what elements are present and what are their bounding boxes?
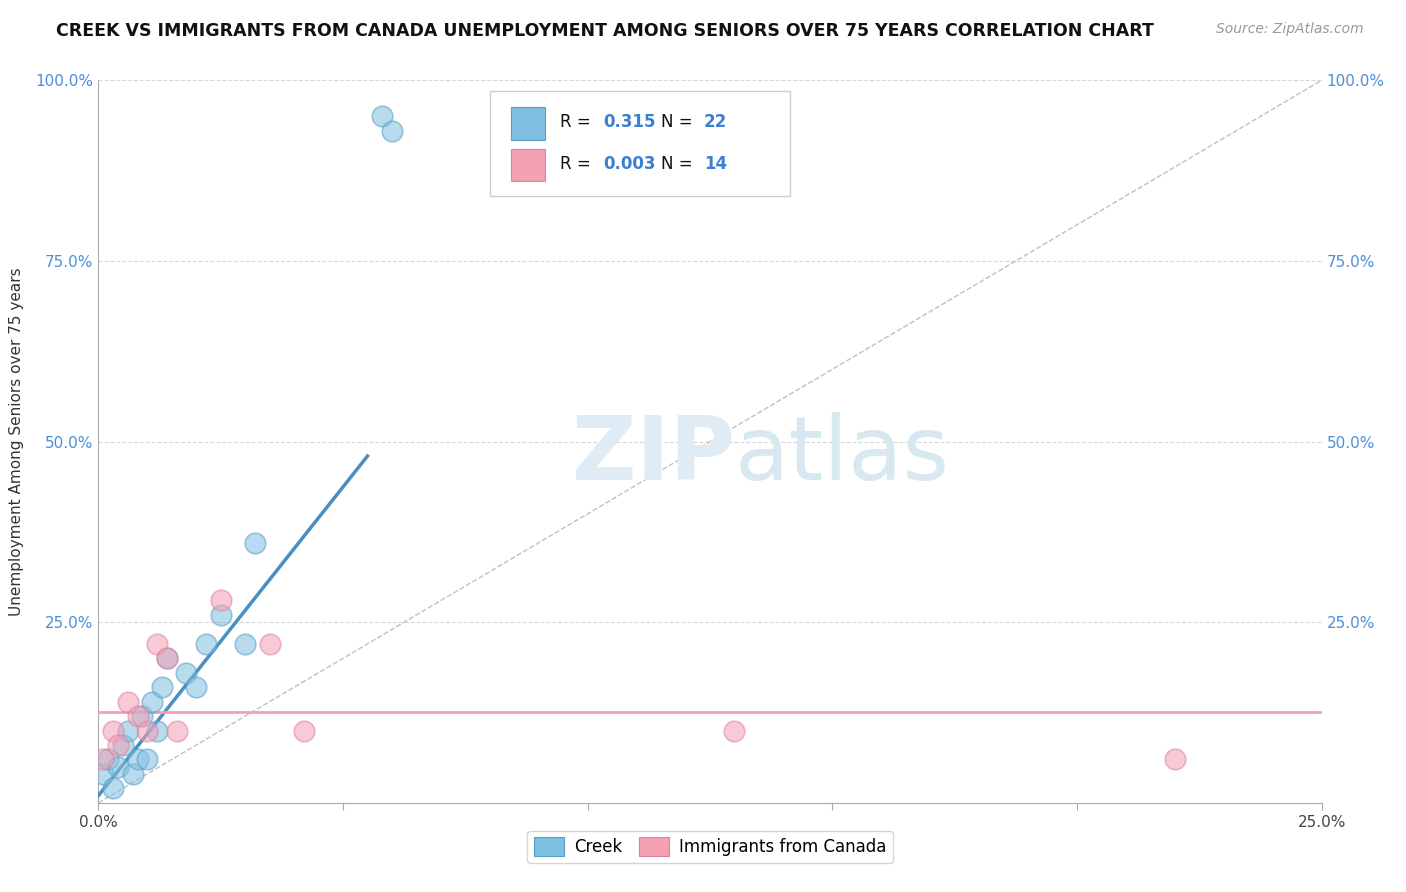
Point [209, 607, 232, 622]
Point [292, 723, 315, 738]
Point [371, 110, 394, 124]
Text: 14: 14 [704, 155, 727, 173]
Text: Source: ZipAtlas.com: Source: ZipAtlas.com [1216, 22, 1364, 37]
Point [136, 723, 159, 738]
Point [156, 651, 179, 665]
Point [117, 723, 139, 738]
Point [156, 651, 179, 665]
Point [107, 760, 129, 774]
Point [195, 637, 218, 651]
Point [91, 767, 114, 781]
Point [166, 723, 188, 738]
Point [111, 738, 134, 752]
Text: N =: N = [661, 155, 697, 173]
Point [141, 695, 163, 709]
Point [121, 767, 143, 781]
Text: R =: R = [560, 155, 596, 173]
Point [97, 752, 120, 766]
Point [127, 709, 149, 723]
Text: atlas: atlas [734, 412, 949, 500]
Point [146, 723, 169, 738]
Text: CREEK VS IMMIGRANTS FROM CANADA UNEMPLOYMENT AMONG SENIORS OVER 75 YEARS CORRELA: CREEK VS IMMIGRANTS FROM CANADA UNEMPLOY… [56, 22, 1154, 40]
Text: R =: R = [560, 113, 596, 131]
Point [259, 637, 281, 651]
Point [186, 680, 208, 694]
Point [723, 723, 745, 738]
Point [233, 637, 256, 651]
Point [381, 124, 404, 138]
Text: 22: 22 [704, 113, 727, 131]
Point [209, 593, 232, 607]
Text: ZIP: ZIP [572, 412, 734, 500]
Point [91, 752, 114, 766]
Text: N =: N = [661, 113, 697, 131]
Point [131, 709, 153, 723]
Text: 0.003: 0.003 [603, 155, 657, 173]
Point [107, 738, 129, 752]
Legend: Creek, Immigrants from Canada: Creek, Immigrants from Canada [527, 830, 893, 863]
Point [150, 680, 173, 694]
Text: 0.315: 0.315 [603, 113, 657, 131]
Point [136, 752, 159, 766]
Point [101, 723, 124, 738]
FancyBboxPatch shape [489, 91, 790, 196]
Point [146, 637, 169, 651]
Point [176, 665, 198, 680]
Bar [510, 107, 546, 139]
Bar [510, 149, 546, 181]
Point [117, 695, 139, 709]
Y-axis label: Unemployment Among Seniors over 75 years: Unemployment Among Seniors over 75 years [8, 268, 24, 615]
Point [1164, 752, 1187, 766]
Point [101, 781, 124, 796]
Point [243, 535, 266, 549]
Point [127, 752, 149, 766]
